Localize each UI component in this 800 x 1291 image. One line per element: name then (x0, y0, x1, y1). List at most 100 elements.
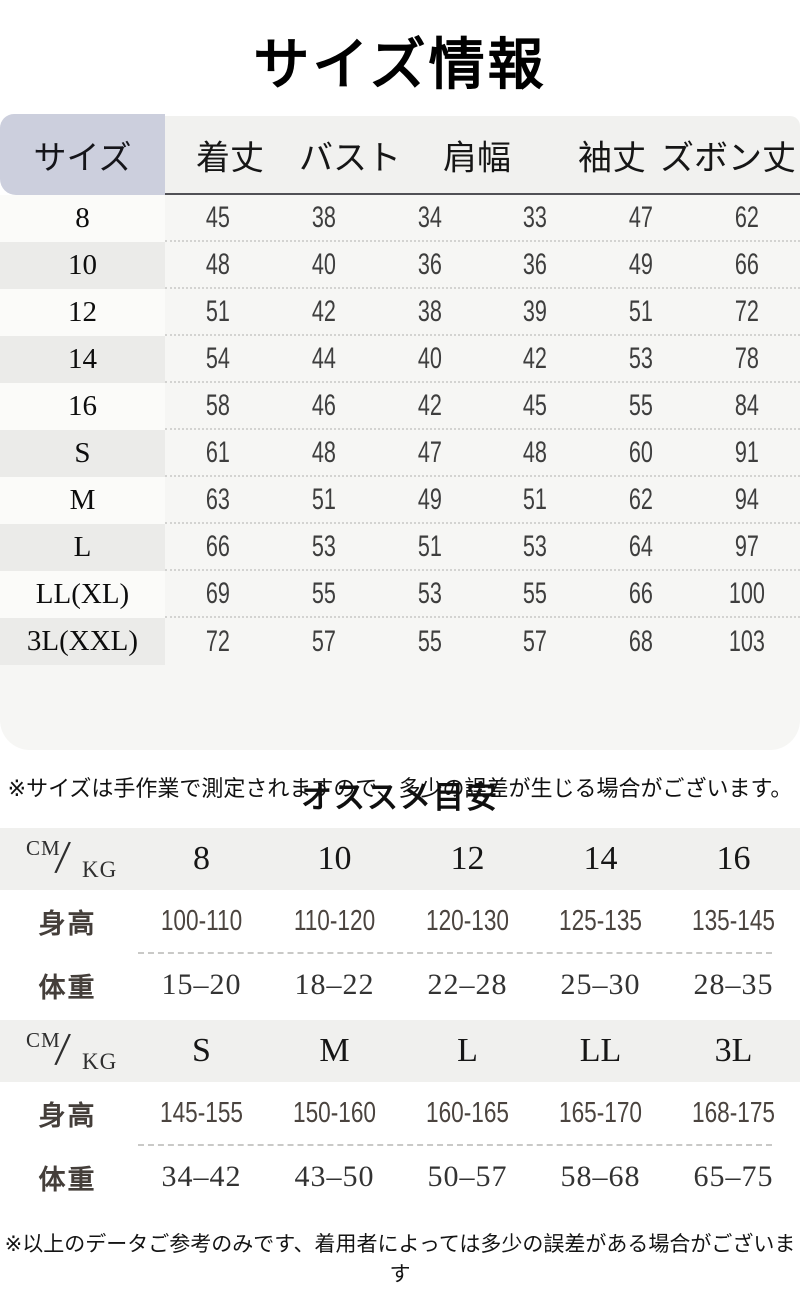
recommend-row-label: 体重 (38, 972, 97, 1003)
cm-kg-corner-label: CM / KG (0, 1020, 135, 1082)
size-cell: 48 (205, 247, 230, 281)
size-cell: 38 (417, 294, 442, 328)
recommend-column-header: M (319, 1032, 350, 1069)
size-row-label: 8 (0, 195, 165, 242)
recommend-cell: 18–22 (294, 968, 375, 1001)
size-row-label: LL(XL) (0, 571, 165, 618)
size-table-body: 8 45 38 34 33 47 62 10 48 40 36 36 49 66 12 51 42 38 39 51 7… (0, 195, 800, 801)
table-row: 8 45 38 34 33 47 62 (0, 195, 800, 242)
size-cell: 97 (735, 529, 760, 563)
size-table: 着丈 バスト 肩幅 袖丈 ズボン丈 サイズ 8 45 38 34 33 47 62 10 48 4… (0, 114, 800, 801)
size-cell: 94 (735, 482, 760, 516)
recommend-row: 体重 15–20 18–22 22–28 25–30 28–35 (0, 954, 800, 1016)
size-cell: 39 (523, 294, 548, 328)
table-row: 16 58 46 42 45 55 84 (0, 383, 800, 430)
kg-label: KG (82, 1049, 118, 1074)
size-cell: 51 (523, 482, 548, 516)
size-row-label: 14 (0, 336, 165, 383)
recommend-cell: 125-135 (558, 904, 643, 937)
size-cell: 51 (205, 294, 230, 328)
size-cell: 78 (735, 341, 760, 375)
measurement-note: ※サイズは手作業で測定されますので、多少の誤差が生じる場合がございます。 (7, 776, 793, 801)
size-cell: 46 (311, 388, 336, 422)
recommend-cell: 100-110 (160, 904, 243, 937)
table-row: L 66 53 51 53 64 97 (0, 524, 800, 571)
size-row-values: 58 46 42 45 55 84 (165, 383, 800, 430)
recommend-cell: 22–28 (427, 968, 508, 1001)
size-row-label: 10 (0, 242, 165, 289)
cm-label: CM (26, 836, 61, 860)
recommend-column-header: 12 (450, 840, 485, 877)
recommend-row-label: 身高 (38, 908, 97, 939)
size-row-values: 51 42 38 39 51 72 (165, 289, 800, 336)
size-cell: 40 (417, 341, 442, 375)
size-cell: 66 (629, 576, 654, 610)
size-cell: 69 (205, 576, 230, 610)
recommend-header-row: CM / KG 8 10 12 14 16 (0, 828, 800, 890)
size-cell: 62 (629, 482, 654, 516)
recommend-cell: 58–68 (560, 1160, 641, 1193)
footer-note: ※以上のデータご参考のみです、着用者によっては多少の誤差がある場合がございます (4, 1233, 796, 1286)
size-cell: 51 (417, 529, 442, 563)
size-cell: 33 (523, 200, 548, 234)
size-cell: 62 (735, 200, 760, 234)
size-cell: 66 (205, 529, 230, 563)
size-cell: 100 (729, 576, 766, 610)
table-row: LL(XL) 69 55 53 55 66 100 (0, 571, 800, 618)
recommend-column-header: 14 (583, 840, 618, 877)
size-row-values: 69 55 53 55 66 100 (165, 571, 800, 618)
cm-kg-corner-label: CM / KG (0, 828, 135, 890)
column-header-pants-length: ズボン丈 (660, 140, 796, 177)
recommend-column-header: 10 (317, 840, 352, 877)
size-cell: 45 (523, 388, 548, 422)
size-cell: 84 (735, 388, 760, 422)
recommend-cell: 168-175 (691, 1096, 776, 1129)
size-table-rows: 8 45 38 34 33 47 62 10 48 40 36 36 49 66 12 51 42 38 39 51 7… (0, 195, 800, 665)
recommend-column-header: 16 (716, 840, 751, 877)
recommend-cell: 160-165 (425, 1096, 510, 1129)
recommend-cell: 165-170 (558, 1096, 643, 1129)
table-row: 14 54 44 40 42 53 78 (0, 336, 800, 383)
recommend-cell: 25–30 (560, 968, 641, 1001)
size-cell: 42 (417, 388, 442, 422)
size-row-values: 54 44 40 42 53 78 (165, 336, 800, 383)
size-cell: 49 (417, 482, 442, 516)
size-cell: 53 (523, 529, 548, 563)
size-cell: 51 (311, 482, 336, 516)
size-cell: 57 (311, 624, 336, 658)
recommend-group: CM / KG 8 10 12 14 16 身高 100-110 110-120 120-130 125… (0, 828, 800, 1016)
size-table-header-row: 着丈 バスト 肩幅 袖丈 ズボン丈 (165, 116, 800, 195)
size-cell: 47 (417, 435, 442, 469)
table-row: M 63 51 49 51 62 94 (0, 477, 800, 524)
size-cell: 38 (311, 200, 336, 234)
size-row-label: 3L(XXL) (0, 618, 165, 665)
size-cell: 49 (629, 247, 654, 281)
size-corner-header: サイズ (0, 114, 165, 195)
size-cell: 34 (417, 200, 442, 234)
size-cell: 68 (629, 624, 654, 658)
recommend-cell: 50–57 (427, 1160, 508, 1193)
size-cell: 53 (311, 529, 336, 563)
recommend-cell: 43–50 (294, 1160, 375, 1193)
recommend-groups: CM / KG 8 10 12 14 16 身高 100-110 110-120 120-130 125… (0, 828, 800, 1208)
table-row: 3L(XXL) 72 57 55 57 68 103 (0, 618, 800, 665)
recommend-row-label: 身高 (38, 1100, 97, 1131)
size-cell: 91 (735, 435, 760, 469)
kg-label: KG (82, 857, 118, 882)
size-cell: 45 (205, 200, 230, 234)
size-cell: 51 (629, 294, 654, 328)
size-row-label: 16 (0, 383, 165, 430)
recommend-column-header: L (457, 1032, 478, 1069)
recommend-cell: 15–20 (161, 968, 242, 1001)
cm-label: CM (26, 1028, 61, 1052)
size-cell: 60 (629, 435, 654, 469)
size-cell: 55 (629, 388, 654, 422)
recommend-cell: 135-145 (691, 904, 776, 937)
recommend-cell: 145-155 (159, 1096, 244, 1129)
column-header-sleeve-length: 袖丈 (578, 140, 646, 177)
table-row: 12 51 42 38 39 51 72 (0, 289, 800, 336)
size-row-label: M (0, 477, 165, 524)
recommend-row: 身高 145-155 150-160 160-165 165-170 168-175 (0, 1082, 800, 1144)
size-cell: 72 (735, 294, 760, 328)
size-cell: 48 (523, 435, 548, 469)
